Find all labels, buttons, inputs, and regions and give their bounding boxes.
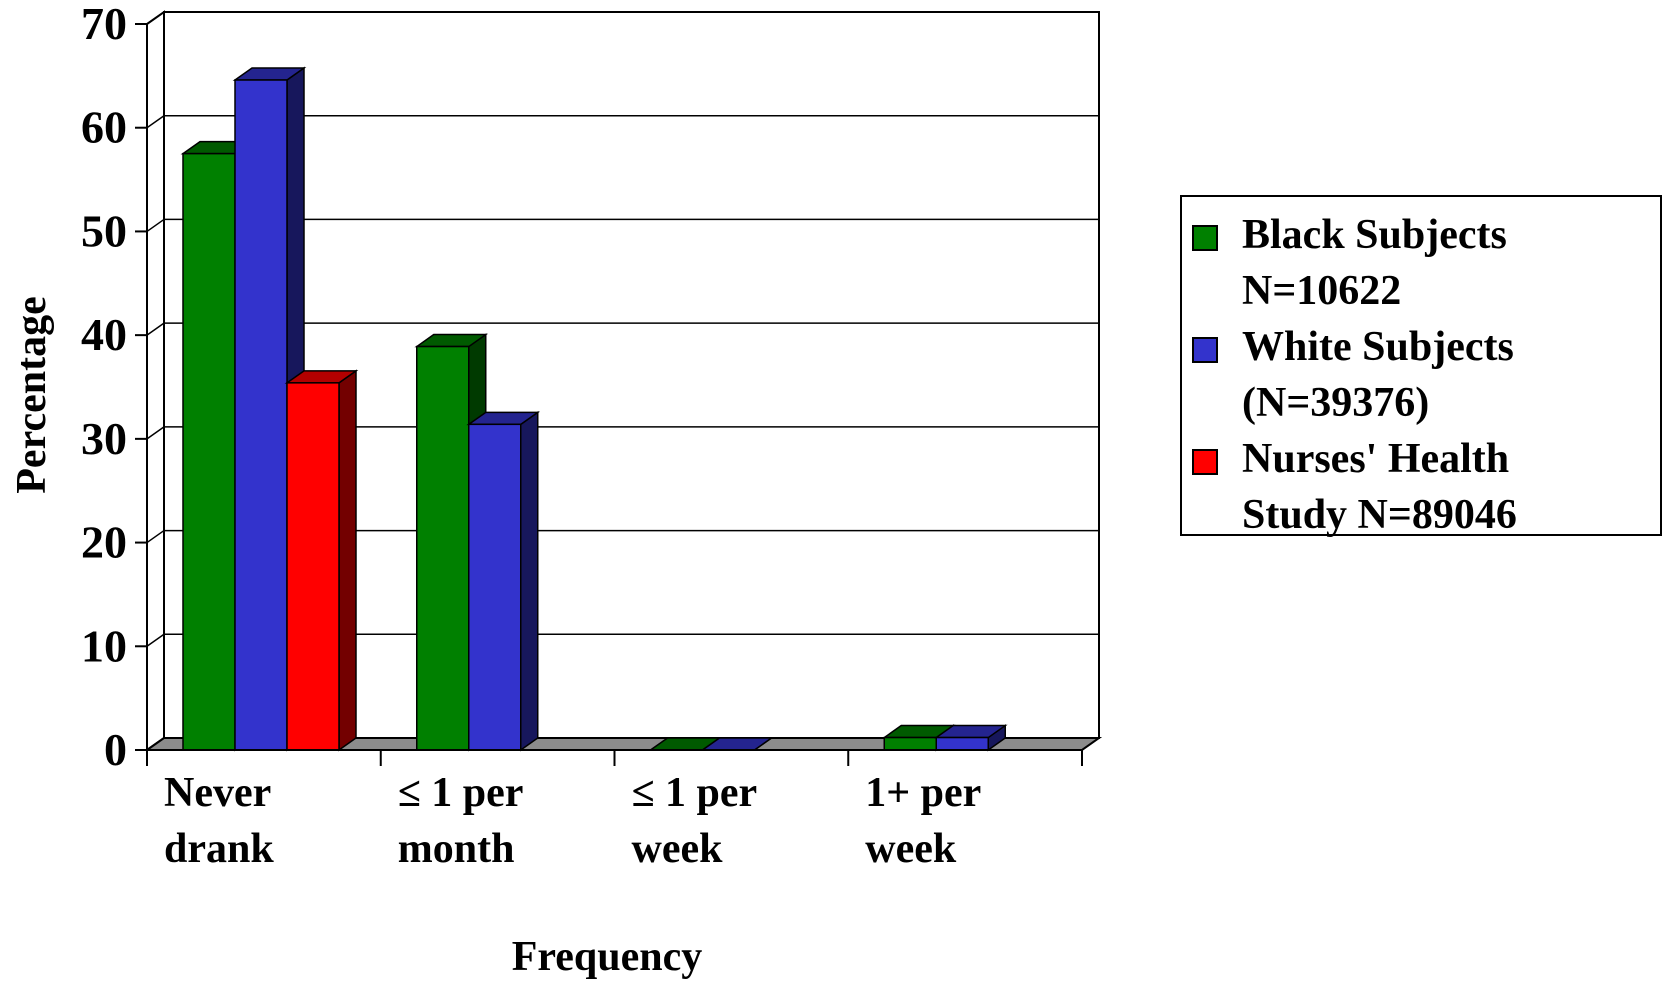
bar-front [468,423,522,751]
gridline-side [146,426,165,440]
y-tick-label: 40 [81,309,127,360]
y-tick-labels: 0 10 20 30 40 50 60 70 [81,0,127,775]
x-category-label: drank [164,826,274,872]
legend-swatch-white [1192,337,1218,363]
bar [232,66,307,752]
gridline-side [146,322,165,336]
x-axis-title: Frequency [512,934,703,980]
bars [180,66,1008,752]
bar-front [883,736,937,751]
axes [135,23,1083,766]
legend-item-black: Black Subjects N=10622 [1192,207,1582,319]
legend-swatch-nurses [1192,449,1218,475]
y-tick-label: 20 [81,517,127,568]
x-category-label: week [865,826,957,872]
bar-front [234,79,288,751]
gridline-side [146,633,165,647]
bar-front [416,345,470,751]
legend-item-white: White Subjects (N=39376) [1192,319,1582,431]
legend-label-nurses: Nurses' Health Study N=89046 [1242,436,1517,538]
y-tick-label: 10 [81,620,127,671]
bar [933,724,1008,752]
side-wall [146,10,165,752]
y-tick-label: 60 [81,102,127,153]
legend-label-black: Black Subjects N=10622 [1242,212,1507,314]
bar-side [338,369,357,752]
y-tick-label: 0 [104,724,127,775]
bar [284,369,359,752]
y-tick-label: 30 [81,413,127,464]
legend-swatch-black [1192,225,1218,251]
y-tick-label: 70 [81,0,127,49]
x-category-label: ≤ 1 per [632,770,758,816]
gridline-side [146,115,165,129]
gridline-side [146,529,165,544]
legend-item-nurses: Nurses' Health Study N=89046 [1192,431,1582,543]
x-category-label: Never [164,770,271,816]
x-category-label: 1+ per [865,770,981,816]
bar-front [935,736,989,751]
gridline-side [146,11,165,25]
bar-front [286,382,340,751]
bar-side [520,410,539,752]
x-category-labels: Never drank ≤ 1 per month ≤ 1 per week 1+ per w… [164,770,981,872]
legend-label-white: White Subjects (N=39376) [1242,324,1514,426]
y-tick-label: 50 [81,205,127,256]
legend: Black Subjects N=10622 White Subjects (N… [1180,195,1662,538]
x-category-label: ≤ 1 per [398,770,524,816]
x-category-label: month [398,826,515,872]
bar-front [182,152,236,751]
bar [466,410,541,752]
gridline-side [146,218,165,233]
y-axis-title: Percentage [9,296,55,493]
x-category-label: week [632,826,724,872]
